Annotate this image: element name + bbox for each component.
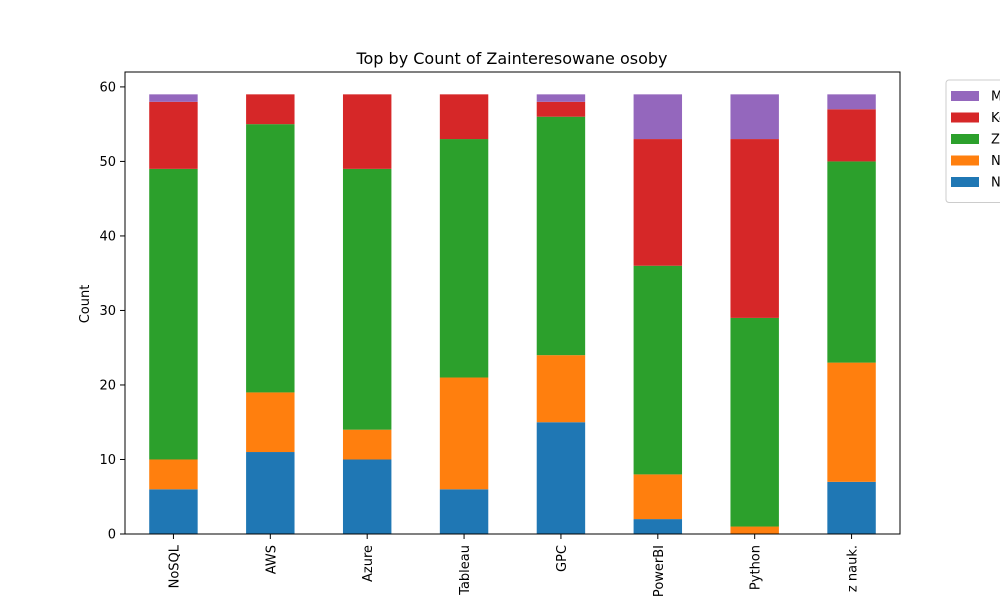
bar-segment-1-4 [439,489,489,534]
bar-segment-1-1 [149,489,198,534]
bar-segment-2-6 [633,474,683,520]
bar-segment-4-3 [342,94,392,169]
bar-segment-5-5 [536,94,586,102]
legend-swatch [951,134,979,144]
legend-label: Ko [991,111,1000,126]
y-tick-label: 50 [99,155,116,170]
legend-swatch [951,91,979,101]
legend: MKoZNN [945,79,1000,203]
bar-segment-2-4 [439,377,489,490]
legend-swatch [951,155,979,166]
bar-segment-2-3 [342,429,392,460]
x-tick-label: Azure [361,545,376,582]
bar-segment-1-3 [342,459,392,534]
bar-segment-3-1 [149,168,198,460]
y-tick-label: 40 [99,229,116,244]
y-tick-label: 30 [99,304,116,319]
bar-segment-4-4 [439,94,489,140]
bar-segment-2-8 [827,362,876,482]
y-axis-label: Count [78,285,93,324]
bar-segment-4-1 [149,101,198,169]
plot-frame [124,71,901,535]
x-tick-label: AWS [264,545,279,574]
legend-label: N [991,176,1000,191]
y-tick-label: 20 [99,378,116,393]
x-tick-label: Tableau [458,545,473,596]
bar-segment-3-7 [730,317,779,527]
y-tick-label: 60 [99,80,116,95]
bar-segment-1-5 [536,422,586,534]
bar-segment-1-8 [827,481,876,534]
chart-title: Top by Count of Zainteresowane osoby [355,49,667,68]
bar-segment-4-2 [246,94,295,125]
x-tick-label: z nauk. [846,545,861,592]
bar-segment-2-7 [730,526,779,534]
bar-segment-4-8 [827,109,876,162]
bar-segment-5-7 [730,94,779,140]
x-tick-label: PowerBI [652,545,667,597]
bar-segment-5-1 [149,94,198,102]
bar-segment-2-1 [149,459,198,490]
bar-segment-3-2 [246,124,295,393]
bar-segment-3-8 [827,161,876,363]
legend-label: N [991,154,1000,169]
x-tick-label: Python [749,545,764,590]
x-tick-label: NoSQL [167,544,182,588]
legend-label: Z [991,133,1000,148]
bar-segment-2-2 [246,392,295,453]
x-tick-label: GPC [555,545,570,572]
legend-swatch [951,112,979,123]
axes-group: 0 10 20 30 40 50 60 NoSQL AWS Azure Tableau GPC Powe… [99,71,901,597]
bar-segment-4-6 [633,139,683,266]
legend-swatch [951,177,979,187]
y-tick-label: 10 [99,453,116,468]
y-tick-label: 0 [108,528,116,543]
bar-segment-2-5 [536,355,586,423]
bars-group [149,94,876,534]
bar-segment-1-2 [246,452,295,534]
bar-segment-1-6 [633,519,683,534]
bar-segment-5-6 [633,94,683,140]
bar-segment-3-6 [633,265,683,475]
bar-segment-3-4 [439,139,489,378]
bar-segment-3-3 [342,168,392,430]
bar-segment-3-5 [536,116,586,356]
bar-segment-5-8 [827,94,876,110]
legend-label: M [991,90,1000,105]
bar-segment-4-7 [730,139,779,318]
bar-segment-4-5 [536,101,586,117]
